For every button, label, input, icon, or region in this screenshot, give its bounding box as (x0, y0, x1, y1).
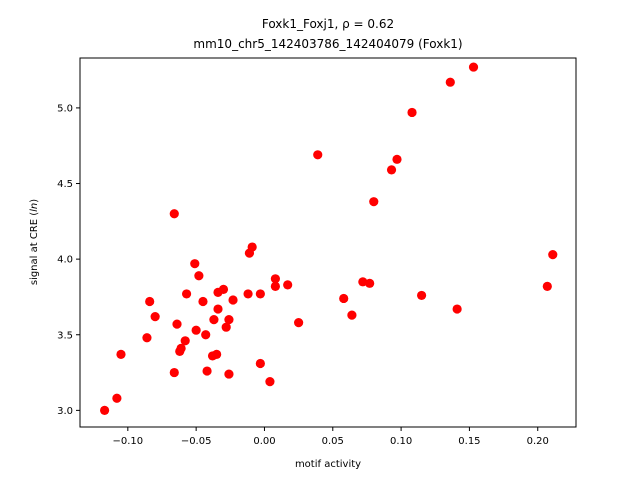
data-point (407, 107, 417, 118)
data-point (445, 77, 455, 87)
data-point (247, 242, 257, 252)
data-point (176, 343, 186, 353)
y-axis-ticks: 3.0 3.5 4.0 4.5 5.0 (57, 103, 80, 417)
data-point (339, 293, 349, 304)
data-point (369, 197, 379, 207)
data-point (365, 278, 375, 288)
data-point (212, 349, 222, 360)
data-point (270, 281, 280, 291)
data-point (542, 281, 552, 291)
data-point (181, 289, 192, 299)
data-point (191, 325, 201, 335)
data-point (255, 289, 265, 299)
data-point (201, 330, 211, 340)
y-tick-label: 4.0 (57, 255, 73, 266)
data-point (255, 358, 265, 369)
data-point (224, 315, 234, 325)
x-tick-label: −0.10 (112, 436, 143, 447)
data-point (228, 295, 238, 305)
data-points (100, 62, 558, 415)
data-point (468, 62, 479, 72)
data-point (145, 296, 155, 307)
data-point (194, 271, 204, 281)
data-point (172, 319, 182, 329)
data-point (224, 369, 234, 379)
data-point (190, 259, 200, 269)
data-point (180, 336, 190, 346)
data-point (169, 367, 179, 378)
data-point (313, 150, 323, 160)
y-tick-label: 3.5 (57, 330, 73, 341)
x-axis-ticks: −0.10 −0.05 0.00 0.05 0.10 0.15 0.20 (112, 427, 549, 447)
data-point (452, 304, 462, 314)
data-point (100, 405, 110, 415)
data-point (347, 310, 357, 320)
data-point (243, 289, 253, 299)
data-point (142, 333, 152, 343)
data-point (150, 312, 160, 322)
data-point (283, 280, 293, 290)
data-point (112, 393, 122, 403)
x-axis-label: motif activity (295, 459, 361, 470)
y-tick-label: 3.0 (57, 406, 73, 417)
y-axis-label: signal at CRE (ln) (29, 199, 40, 285)
x-tick-label: 0.05 (322, 436, 344, 447)
data-point (392, 154, 402, 164)
x-tick-label: −0.05 (181, 436, 212, 447)
x-tick-label: 0.00 (253, 436, 275, 447)
data-point (198, 296, 208, 307)
data-point (265, 377, 275, 387)
data-point (294, 318, 304, 328)
x-tick-label: 0.15 (458, 436, 480, 447)
x-tick-label: 0.10 (390, 436, 412, 447)
data-point (386, 165, 397, 175)
data-point (116, 349, 126, 360)
data-point (169, 209, 179, 219)
y-tick-label: 5.0 (57, 103, 73, 114)
data-point (221, 322, 231, 332)
data-point (202, 366, 212, 376)
chart-title: Foxk1_Foxj1, ρ = 0.62 (262, 17, 394, 31)
y-tick-label: 4.5 (57, 179, 73, 190)
data-point (218, 284, 229, 294)
plot-frame (79, 57, 577, 428)
data-point (548, 250, 558, 260)
data-point (209, 315, 219, 325)
data-point (213, 304, 223, 314)
data-point (417, 290, 427, 301)
x-tick-label: 0.20 (527, 436, 549, 447)
chart-subtitle: mm10_chr5_142403786_142404079 (Foxk1) (193, 37, 462, 51)
data-point (270, 274, 280, 284)
